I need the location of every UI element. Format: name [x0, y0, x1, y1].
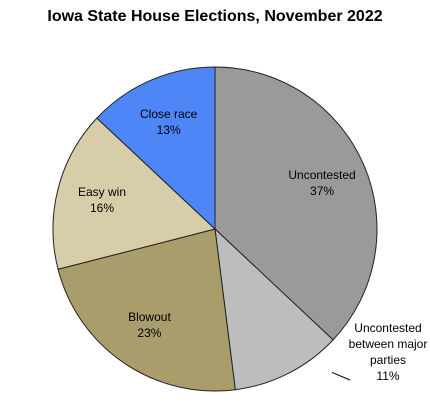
- slice-value-label: 23%: [137, 326, 162, 341]
- pie-slice: [214, 227, 334, 391]
- pie-slice: [96, 66, 216, 231]
- slice-label: Uncontested: [288, 167, 356, 182]
- slice-label: Blowout: [128, 310, 171, 325]
- slice-label: Easy win: [78, 184, 127, 199]
- pie-slice: [57, 228, 236, 392]
- chart-title: Iowa State House Elections, November 202…: [47, 8, 383, 25]
- slice-label: Uncontested between major parties: [348, 321, 428, 367]
- slice-value-label: 37%: [310, 183, 335, 198]
- pie-slice: [214, 66, 378, 341]
- slice-label: Close race: [139, 106, 198, 121]
- leader-line: [331, 371, 351, 381]
- slice-value-label: 11%: [376, 369, 400, 383]
- pie-slice: [52, 117, 217, 270]
- slice-value-label: 13%: [156, 122, 181, 137]
- slice-value-label: 16%: [90, 200, 115, 215]
